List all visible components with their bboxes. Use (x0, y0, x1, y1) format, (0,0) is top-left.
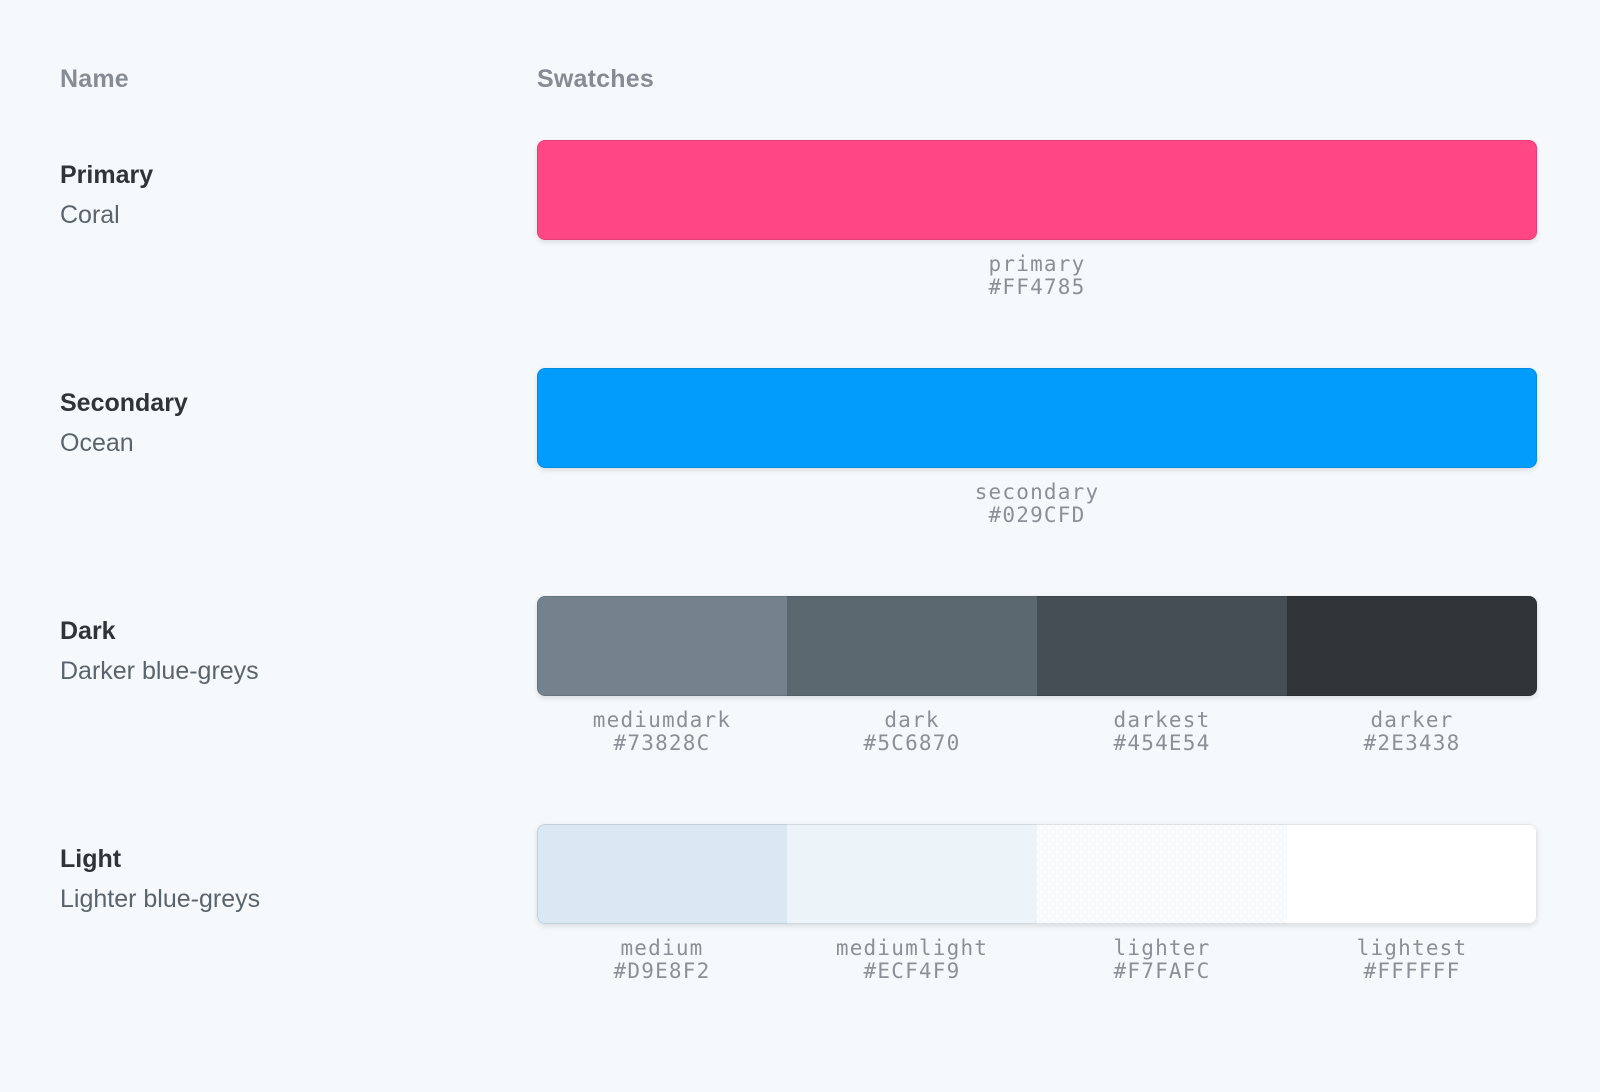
swatch-hex: #FF4785 (988, 275, 1086, 299)
name-column-header: Name (60, 65, 129, 93)
swatch-labels: mediumdark #73828C dark #5C6870 darkest #454E… (537, 709, 1537, 755)
swatch-label: dark #5C6870 (787, 709, 1037, 755)
color-swatch (787, 596, 1037, 696)
swatch-label: lightest #FFFFFF (1287, 937, 1537, 983)
color-group-title: Primary (60, 161, 154, 189)
swatch-name: lighter (1113, 936, 1211, 960)
color-group-title: Light (60, 845, 122, 873)
color-group-info: Secondary Ocean (60, 368, 537, 463)
swatch-labels: secondary #029CFD (537, 481, 1537, 527)
swatch-label: darkest #454E54 (1037, 709, 1287, 755)
palette-rows: Primary Coral primary #FF4785 Secondary Ocean… (60, 140, 1537, 983)
palette-row: Secondary Ocean secondary #029CFD (60, 368, 1537, 527)
swatch-label: secondary #029CFD (537, 481, 1537, 527)
swatch-label: lighter #F7FAFC (1037, 937, 1287, 983)
swatch-name: darker (1370, 708, 1454, 732)
swatch-hex: #029CFD (988, 503, 1086, 527)
color-swatch (1287, 824, 1537, 924)
swatch-name: medium (620, 936, 704, 960)
swatch-bar (537, 596, 1537, 696)
swatch-label: medium #D9E8F2 (537, 937, 787, 983)
swatch-name: secondary (974, 480, 1100, 504)
palette-row: Light Lighter blue-greys medium #D9E8F2 medi… (60, 824, 1537, 983)
color-swatch (1037, 596, 1287, 696)
color-swatch (537, 140, 1537, 240)
swatch-label: darker #2E3438 (1287, 709, 1537, 755)
swatch-hex: #F7FAFC (1113, 959, 1211, 983)
swatch-hex: #73828C (613, 731, 711, 755)
table-header: Name Swatches (60, 66, 1537, 92)
swatch-column: primary #FF4785 (537, 140, 1537, 299)
swatch-name: lightest (1356, 936, 1468, 960)
swatch-labels: primary #FF4785 (537, 253, 1537, 299)
color-group-subtitle: Darker blue-greys (60, 657, 259, 685)
color-group-subtitle: Coral (60, 201, 120, 229)
color-group-info: Dark Darker blue-greys (60, 596, 537, 691)
swatch-name: primary (988, 252, 1086, 276)
color-group-info: Light Lighter blue-greys (60, 824, 537, 919)
palette-row: Primary Coral primary #FF4785 (60, 140, 1537, 299)
swatch-hex: #454E54 (1113, 731, 1211, 755)
swatch-labels: medium #D9E8F2 mediumlight #ECF4F9 lighter #F… (537, 937, 1537, 983)
color-swatch (787, 824, 1037, 924)
swatch-column: mediumdark #73828C dark #5C6870 darkest #454E… (537, 596, 1537, 755)
color-swatch (537, 596, 787, 696)
swatch-bar (537, 140, 1537, 240)
swatch-bar (537, 824, 1537, 924)
swatch-column: medium #D9E8F2 mediumlight #ECF4F9 lighter #F… (537, 824, 1537, 983)
swatch-label: mediumdark #73828C (537, 709, 787, 755)
swatch-label: primary #FF4785 (537, 253, 1537, 299)
swatch-hex: #ECF4F9 (863, 959, 961, 983)
swatch-name: dark (884, 708, 940, 732)
color-group-title: Dark (60, 617, 116, 645)
swatch-name: mediumdark (592, 708, 732, 732)
color-group-subtitle: Ocean (60, 429, 134, 457)
swatch-hex: #5C6870 (863, 731, 961, 755)
swatch-name: darkest (1113, 708, 1211, 732)
swatches-column-header: Swatches (537, 65, 654, 93)
swatch-hex: #FFFFFF (1363, 959, 1461, 983)
swatch-column: secondary #029CFD (537, 368, 1537, 527)
color-swatch (537, 824, 787, 924)
swatch-label: mediumlight #ECF4F9 (787, 937, 1037, 983)
color-group-subtitle: Lighter blue-greys (60, 885, 261, 913)
color-swatch (537, 368, 1537, 468)
swatch-hex: #D9E8F2 (613, 959, 711, 983)
palette-row: Dark Darker blue-greys mediumdark #73828C da… (60, 596, 1537, 755)
color-swatch (1037, 824, 1287, 924)
swatch-bar (537, 368, 1537, 468)
color-swatch (1287, 596, 1537, 696)
swatch-name: mediumlight (835, 936, 989, 960)
color-group-info: Primary Coral (60, 140, 537, 235)
swatch-hex: #2E3438 (1363, 731, 1461, 755)
color-group-title: Secondary (60, 389, 188, 417)
